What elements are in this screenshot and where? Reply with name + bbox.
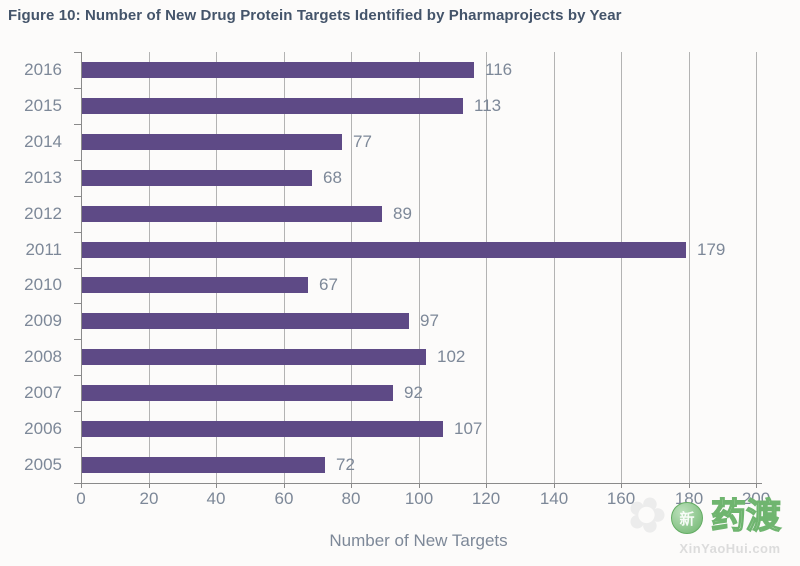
x-tick-label: 160	[606, 489, 636, 508]
y-axis-tick	[74, 232, 81, 233]
x-axis-title: Number of New Targets	[329, 531, 508, 550]
x-tick-label: 40	[206, 489, 226, 508]
bar-value-label: 72	[336, 455, 355, 474]
bar-2014	[82, 134, 342, 150]
figure-title: Figure 10: Number of New Drug Protein Ta…	[8, 7, 622, 24]
bar-value-label: 92	[404, 383, 423, 402]
bar-value-label: 113	[474, 96, 502, 115]
y-axis-tick	[74, 268, 81, 269]
bar-2005	[82, 457, 325, 473]
y-axis-tick	[74, 160, 81, 161]
x-axis-tick	[486, 483, 487, 488]
y-axis-tick	[74, 124, 81, 125]
category-label-2013: 2013	[24, 168, 62, 187]
x-axis-line	[74, 483, 762, 484]
bar-2012	[82, 206, 382, 222]
x-tick-label: 120	[471, 489, 501, 508]
bar-value-label: 68	[323, 168, 342, 187]
y-axis-tick	[74, 303, 81, 304]
watermark-face-char: 新	[679, 510, 695, 528]
bar-value-label: 116	[485, 60, 513, 79]
gridline	[216, 52, 217, 483]
category-label-2014: 2014	[24, 132, 62, 151]
bar-value-label: 179	[697, 240, 726, 259]
bar-value-label: 77	[353, 132, 372, 151]
watermark-brand-text: 药渡	[711, 497, 782, 536]
bar-2010	[82, 277, 308, 293]
category-label-2007: 2007	[24, 383, 62, 402]
y-axis-tick	[74, 196, 81, 197]
x-tick-label: 80	[341, 489, 361, 508]
bar-value-label: 67	[319, 275, 338, 294]
category-label-2008: 2008	[24, 347, 62, 366]
watermark-brand-logo: 药渡	[710, 496, 782, 536]
gridline	[419, 52, 420, 483]
x-axis-tick	[419, 483, 420, 488]
gridline	[689, 52, 690, 483]
x-axis-tick	[284, 483, 285, 488]
category-label-2015: 2015	[24, 96, 62, 115]
category-label-2009: 2009	[24, 311, 62, 330]
gridline	[621, 52, 622, 483]
bar-value-label: 97	[420, 311, 439, 330]
x-axis-tick	[689, 483, 690, 488]
x-tick-label: 200	[741, 489, 771, 508]
bar-value-label: 102	[437, 347, 466, 366]
bar-value-label: 89	[393, 204, 412, 223]
category-label-2011: 2011	[25, 240, 62, 259]
gridline	[284, 52, 285, 483]
x-axis-tick	[149, 483, 150, 488]
x-tick-label: 20	[139, 489, 159, 508]
y-axis-line	[81, 52, 82, 483]
bar-2007	[82, 385, 393, 401]
x-axis-tick	[81, 483, 82, 488]
x-axis-tick	[216, 483, 217, 488]
category-label-2006: 2006	[24, 419, 62, 438]
x-tick-label: 0	[76, 489, 86, 508]
plot-area: 116 113 77 68 89 179 67 97 102 92 107 72	[74, 52, 762, 488]
y-axis-tick	[74, 447, 81, 448]
x-tick-label: 140	[539, 489, 569, 508]
bar-2009	[82, 313, 409, 329]
x-axis-tick	[554, 483, 555, 488]
watermark-face-icon: 新	[671, 502, 703, 534]
gridline	[351, 52, 352, 483]
gridline	[756, 52, 757, 483]
y-axis-tick	[74, 411, 81, 412]
bar-2015	[82, 98, 463, 114]
category-label-2010: 2010	[24, 275, 62, 294]
category-label-2012: 2012	[24, 204, 62, 223]
watermark-url-text: XinYaoHui.com	[679, 541, 781, 556]
category-label-2005: 2005	[24, 455, 62, 474]
bar-value-label: 107	[454, 419, 483, 438]
bar-2008	[82, 349, 426, 365]
gridline	[486, 52, 487, 483]
gridline	[554, 52, 555, 483]
x-axis-tick	[621, 483, 622, 488]
x-tick-label: 60	[274, 489, 294, 508]
y-axis-tick	[74, 88, 81, 89]
x-axis-tick	[351, 483, 352, 488]
y-axis-tick	[74, 339, 81, 340]
category-label-2016: 2016	[24, 60, 62, 79]
y-axis-tick	[74, 52, 81, 53]
gridline	[149, 52, 150, 483]
y-axis-tick	[74, 375, 81, 376]
x-axis-tick	[756, 483, 757, 488]
bar-2011	[82, 242, 686, 258]
bar-2016	[82, 62, 474, 78]
bar-2006	[82, 421, 443, 437]
x-tick-label: 100	[404, 489, 434, 508]
bar-2013	[82, 170, 312, 186]
y-axis-tick	[74, 483, 81, 484]
